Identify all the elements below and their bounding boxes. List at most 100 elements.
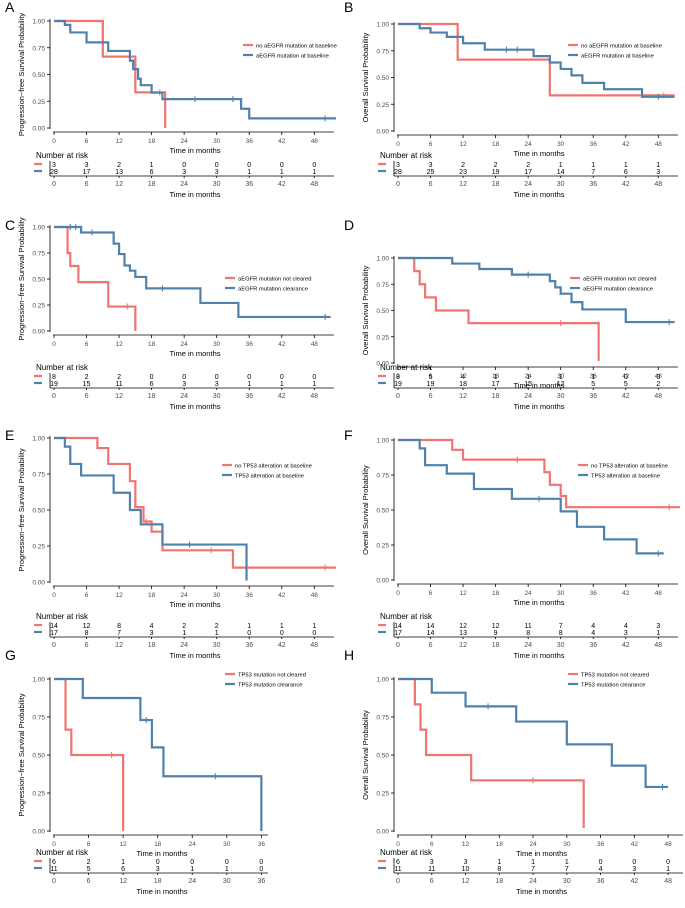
risk-count: 0	[215, 162, 219, 169]
risk-x-tick-label: 6	[85, 642, 89, 649]
risk-count: 2	[461, 162, 465, 169]
legend-label: aEGFR mutation clearance	[238, 286, 308, 292]
x-tick-label: 42	[622, 373, 630, 380]
risk-x-tick-label: 36	[245, 393, 253, 400]
risk-count: 6	[396, 859, 400, 866]
risk-x-tick-label: 6	[429, 642, 433, 649]
risk-count: 7	[565, 866, 569, 873]
risk-count: 1	[312, 623, 316, 630]
risk-x-tick-label: 24	[529, 878, 537, 885]
panel-a: A0.000.250.500.751.000 6 12 18 24 30 36 42 48Tim…	[5, 0, 337, 199]
x-axis-label: Time in months	[516, 849, 567, 858]
risk-x-axis-label: Time in months	[514, 402, 565, 411]
x-tick-label: 36	[246, 341, 254, 348]
x-tick-label: 0	[52, 592, 56, 599]
risk-count: 23	[459, 169, 467, 176]
risk-x-tick-label: 18	[495, 878, 503, 885]
legend-label: aEGFR mutation at baseline	[256, 53, 329, 59]
risk-count: 8	[497, 866, 501, 873]
risk-x-tick-label: 12	[115, 393, 123, 400]
y-tick-label: 0.00	[376, 829, 389, 836]
x-tick-label: 48	[311, 138, 319, 145]
risk-count: 1	[280, 623, 284, 630]
risk-count: 1	[591, 162, 595, 169]
risk-x-tick-label: 48	[310, 642, 318, 649]
y-tick-label: 0.75	[376, 282, 389, 289]
risk-count: 19	[427, 381, 435, 388]
risk-count: 4	[461, 374, 465, 381]
risk-x-tick-label: 0	[52, 181, 56, 188]
risk-count: 1	[215, 630, 219, 637]
risk-x-tick-label: 6	[85, 181, 89, 188]
x-tick-label: 36	[246, 138, 254, 145]
x-tick-label: 6	[85, 138, 89, 145]
risk-count: 12	[459, 623, 467, 630]
x-tick-label: 0	[396, 841, 400, 848]
risk-x-tick-label: 30	[213, 642, 221, 649]
risk-x-tick-label: 0	[52, 642, 56, 649]
x-tick-label: 18	[148, 138, 156, 145]
x-tick-label: 36	[258, 841, 266, 848]
y-tick-label: 0.00	[32, 329, 45, 336]
risk-count: 0	[156, 859, 160, 866]
x-tick-label: 36	[246, 592, 254, 599]
km-curve-red	[398, 22, 675, 97]
risk-count: 2	[526, 162, 530, 169]
y-tick-label: 1.00	[32, 225, 45, 232]
risk-x-tick-label: 42	[622, 181, 630, 188]
risk-count: 0	[190, 859, 194, 866]
risk-count: 2	[215, 623, 219, 630]
risk-x-tick-label: 12	[459, 181, 467, 188]
risk-count: 5	[624, 381, 628, 388]
risk-x-axis-label: Time in months	[137, 887, 188, 896]
risk-count: 7	[117, 630, 121, 637]
risk-count: 4	[624, 623, 628, 630]
y-tick-label: 0.00	[376, 578, 389, 585]
risk-x-tick-label: 48	[310, 393, 318, 400]
risk-count: 12	[557, 381, 565, 388]
risk-x-axis-label: Time in months	[516, 887, 567, 896]
risk-count: 17	[492, 381, 500, 388]
risk-table-title: Number at risk	[36, 363, 89, 372]
x-tick-label: 30	[557, 141, 565, 148]
risk-count: 0	[280, 374, 284, 381]
risk-x-tick-label: 30	[557, 393, 565, 400]
risk-count: 13	[115, 169, 123, 176]
x-tick-label: 36	[590, 141, 598, 148]
risk-x-axis-label: Time in months	[170, 651, 221, 660]
risk-count: 0	[312, 630, 316, 637]
x-tick-label: 18	[492, 373, 500, 380]
risk-count: 6	[150, 169, 154, 176]
x-tick-label: 0	[52, 341, 56, 348]
x-tick-label: 6	[85, 592, 89, 599]
risk-count: 1	[656, 162, 660, 169]
y-axis-label: Overall Survival Probability	[361, 265, 370, 355]
legend-label: no TP53 alteration at baseline	[591, 463, 668, 469]
panel-f: F0.000.250.500.751.000 6 12 18 24 30 36 42 48Tim…	[344, 427, 680, 660]
risk-count: 6	[624, 169, 628, 176]
x-axis-label: Time in months	[170, 600, 221, 609]
risk-count: 2	[117, 162, 121, 169]
risk-count: 3	[156, 866, 160, 873]
risk-x-tick-label: 36	[589, 393, 597, 400]
y-tick-label: 0.50	[376, 508, 389, 515]
risk-count: 4	[599, 866, 603, 873]
y-tick-label: 0.00	[32, 126, 45, 133]
risk-count: 11	[428, 866, 435, 873]
risk-table-title: Number at risk	[36, 848, 89, 857]
risk-count: 1	[312, 169, 316, 176]
y-tick-label: 0.00	[376, 129, 389, 136]
risk-count: 0	[312, 162, 316, 169]
risk-x-tick-label: 36	[589, 642, 597, 649]
x-tick-label: 6	[429, 373, 433, 380]
x-tick-label: 36	[597, 841, 605, 848]
risk-x-tick-label: 18	[148, 181, 156, 188]
risk-x-tick-label: 42	[278, 642, 286, 649]
risk-count: 11	[115, 381, 122, 388]
risk-count: 0	[624, 374, 628, 381]
risk-count: 1	[247, 381, 251, 388]
risk-count: 14	[394, 623, 402, 630]
x-tick-label: 12	[115, 138, 123, 145]
risk-x-tick-label: 6	[429, 393, 433, 400]
risk-x-tick-label: 12	[459, 393, 467, 400]
